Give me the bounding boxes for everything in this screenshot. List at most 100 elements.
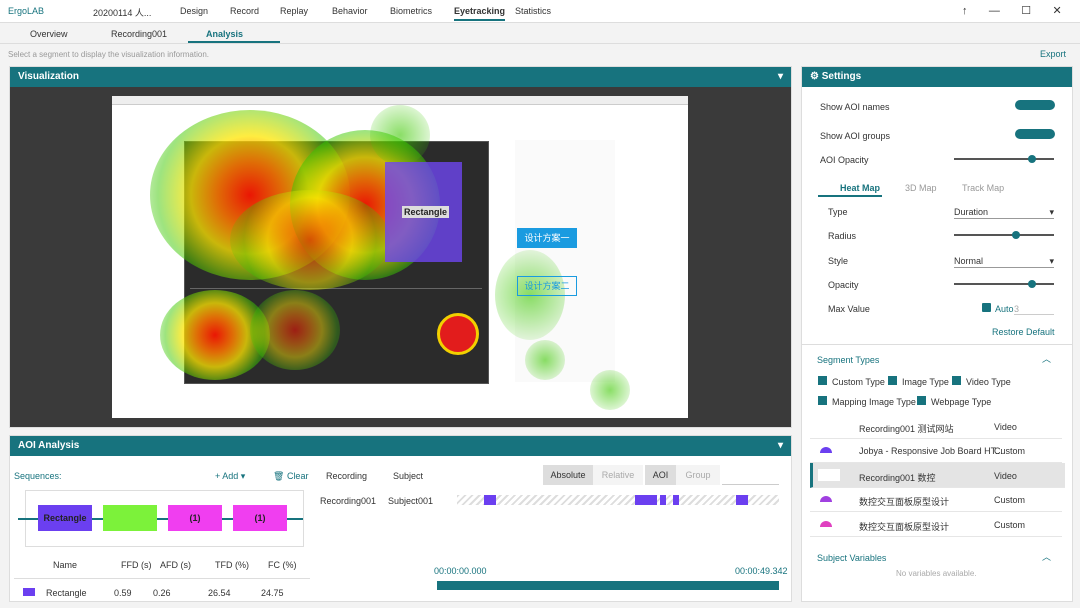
heat-spot [590, 370, 630, 410]
toggle[interactable] [1015, 100, 1055, 110]
table-header: Name [53, 560, 78, 570]
checkbox-label: Custom Type [832, 377, 885, 387]
dropdown[interactable]: Normal ▾ [954, 256, 1054, 268]
slider[interactable] [954, 155, 1054, 163]
tab[interactable]: Overview [30, 29, 68, 39]
dropdown-value[interactable]: Normal [954, 256, 984, 266]
checkbox[interactable] [888, 376, 897, 385]
checkbox-label: Webpage Type [931, 397, 992, 407]
toggle-button[interactable]: Absolute [543, 465, 593, 485]
table-cell: 0.59 [114, 588, 132, 598]
menu-item[interactable]: Behavior [332, 6, 368, 16]
export-button[interactable]: Export [1040, 49, 1067, 59]
map-tab[interactable]: 3D Map [905, 183, 937, 193]
sequence-item: (1) [233, 505, 287, 531]
segment-name[interactable]: Recording001 测试网站 [859, 424, 954, 434]
add-button[interactable]: + Add ▾ [215, 471, 246, 481]
time-slider[interactable] [437, 581, 779, 590]
segment-name[interactable]: Recording001 数控 [859, 472, 936, 483]
menu-item[interactable]: Eyetracking [454, 6, 506, 21]
panel-header: Visualization ▾ [10, 67, 791, 87]
sequence-item [103, 505, 157, 531]
setting-label: Show AOI names [820, 102, 890, 112]
table-header: FFD (s) [121, 560, 152, 570]
segment-type: Custom [994, 495, 1026, 506]
segment-icon [820, 496, 832, 503]
collapse[interactable]: ︿ [1042, 552, 1052, 562]
toggle[interactable] [1015, 129, 1055, 139]
max-value[interactable]: 3 [1014, 304, 1054, 315]
collapse[interactable]: ︿ [1042, 354, 1052, 364]
menu-item[interactable]: Record [230, 6, 260, 16]
checkbox[interactable] [818, 396, 827, 405]
divider [0, 43, 1080, 44]
timeline-header: Recording [326, 471, 368, 481]
toggle-button[interactable]: Group [676, 465, 720, 485]
table-header: TFD (%) [215, 560, 249, 570]
design-button: 设计方案一 [517, 228, 577, 248]
setting-label: Max Value [828, 304, 870, 314]
menu-item[interactable]: Biometrics [390, 6, 433, 16]
project-name[interactable]: 20200114 人... [93, 8, 152, 18]
setting-label: Type [828, 207, 848, 217]
heat-spot [230, 190, 390, 290]
table-cell: Rectangle [46, 588, 87, 598]
dropdown[interactable]: Duration ▾ [954, 207, 1054, 219]
tab[interactable]: Recording001 [111, 29, 168, 39]
tab-underline [818, 195, 882, 197]
restore-button[interactable]: Restore Default [992, 327, 1055, 337]
segment-name[interactable]: 数控交互面板原型设计 [859, 521, 950, 532]
setting-label: AOI Opacity [820, 155, 869, 165]
sequences-label: Sequences: [14, 471, 62, 481]
window-controls[interactable]: ↑ — ☐ ✕ [962, 5, 1062, 17]
map-tab[interactable]: Heat Map [840, 183, 881, 193]
slider[interactable] [954, 280, 1054, 288]
checkbox-label: Image Type [902, 377, 949, 387]
segment-name[interactable]: 数控交互面板原型设计 [859, 497, 950, 508]
heat-spot [525, 340, 565, 380]
tab[interactable]: Analysis [206, 29, 244, 39]
segment-type: Custom [994, 446, 1026, 457]
dropdown[interactable] [722, 465, 779, 485]
checkbox-label: Video Type [966, 377, 1011, 387]
checkbox[interactable] [818, 376, 827, 385]
setting-label: Radius [828, 231, 857, 241]
clear-label[interactable]: Clear [286, 471, 309, 481]
table-line [14, 578, 310, 579]
timeline-segment [673, 495, 679, 505]
panel-title: Visualization [18, 71, 79, 82]
segment-row[interactable] [810, 512, 1062, 537]
table-cell: 24.75 [261, 588, 284, 598]
menu-item[interactable]: Replay [280, 6, 309, 16]
timeline-track [457, 495, 779, 505]
toggle-button[interactable]: Relative [593, 465, 643, 485]
empty-note: No variables available. [896, 569, 977, 578]
checkbox[interactable] [982, 303, 991, 312]
segment-name[interactable]: Jobya - Responsive Job Board HT... [859, 446, 1003, 457]
segment-icon [820, 520, 832, 527]
map-tab[interactable]: Track Map [962, 183, 1005, 193]
segment-row[interactable] [810, 414, 1062, 439]
segment-row[interactable] [810, 487, 1062, 513]
segment-type: Video [994, 422, 1017, 432]
dropdown-value[interactable]: Duration [954, 207, 989, 217]
setting-label: Opacity [828, 280, 859, 290]
add-label[interactable]: Add [222, 471, 239, 481]
toggle-button[interactable]: AOI [645, 465, 676, 485]
menu-item[interactable]: Statistics [515, 6, 552, 16]
timeline-segment [736, 495, 748, 505]
panel-split [190, 288, 482, 289]
section-title: Segment Types [817, 355, 880, 365]
design-button: 设计方案二 [517, 276, 577, 296]
checkbox[interactable] [917, 396, 926, 405]
setting-label: Style [828, 256, 849, 266]
clear-button[interactable]: 🗑 Clear [273, 471, 309, 481]
segment-row[interactable] [810, 462, 1065, 488]
slider[interactable] [954, 231, 1054, 239]
time-start: 00:00:00.000 [434, 566, 487, 576]
menu-item[interactable]: Design [180, 6, 209, 16]
checkbox[interactable] [952, 376, 961, 385]
panel-title: AOI Analysis [18, 440, 80, 451]
time-end: 00:00:49.342 [735, 566, 788, 576]
timeline-cell: Subject001 [388, 496, 434, 506]
